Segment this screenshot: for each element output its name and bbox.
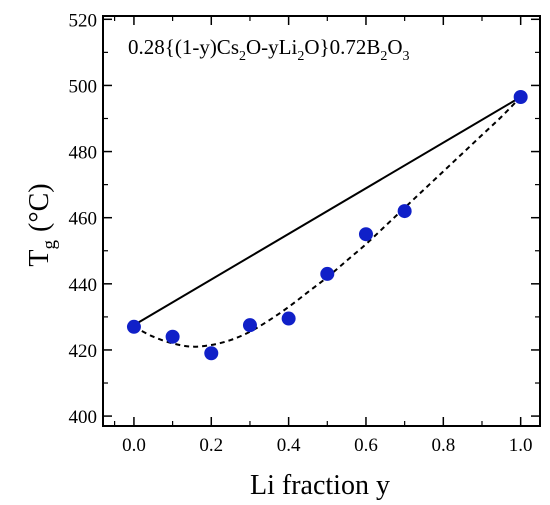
axis-ticks — [103, 16, 540, 426]
y-tick-label: 420 — [69, 341, 98, 362]
data-points — [126, 90, 528, 361]
series-lines — [133, 96, 522, 348]
data-point — [204, 346, 219, 361]
data-point — [126, 319, 141, 334]
x-tick-label: 0.0 — [122, 435, 146, 456]
data-point — [358, 227, 373, 242]
fit-curve-dotted — [133, 96, 522, 348]
linear-line-solid — [133, 96, 522, 327]
data-point — [513, 90, 528, 105]
y-tick-label: 500 — [69, 76, 98, 97]
data-point — [320, 266, 335, 281]
data-point — [165, 329, 180, 344]
y-axis-label: Tg(°C) — [24, 183, 60, 266]
annotation: 0.28{(1-y)Cs2O-yLi2O}0.72B2O3 — [128, 35, 410, 64]
y-tick-label: 460 — [69, 209, 98, 230]
x-axis-label: Li fraction y — [250, 470, 390, 501]
tick-labels: 0.0 0.2 0.4 0.6 0.8 1.0 400 420 440 460 480 500 520 — [69, 10, 533, 456]
x-tick-label: 1.0 — [509, 435, 533, 456]
y-tick-label: 520 — [69, 10, 98, 31]
x-tick-label: 0.2 — [199, 435, 223, 456]
x-tick-label: 0.4 — [277, 435, 301, 456]
x-tick-label: 0.6 — [354, 435, 378, 456]
x-tick-label: 0.8 — [431, 435, 455, 456]
y-tick-label: 400 — [69, 407, 98, 428]
y-tick-label: 440 — [69, 275, 98, 296]
data-point — [242, 318, 257, 333]
y-tick-label: 480 — [69, 143, 98, 164]
data-point — [281, 311, 296, 326]
plot-frame — [102, 15, 541, 427]
data-point — [397, 204, 412, 219]
